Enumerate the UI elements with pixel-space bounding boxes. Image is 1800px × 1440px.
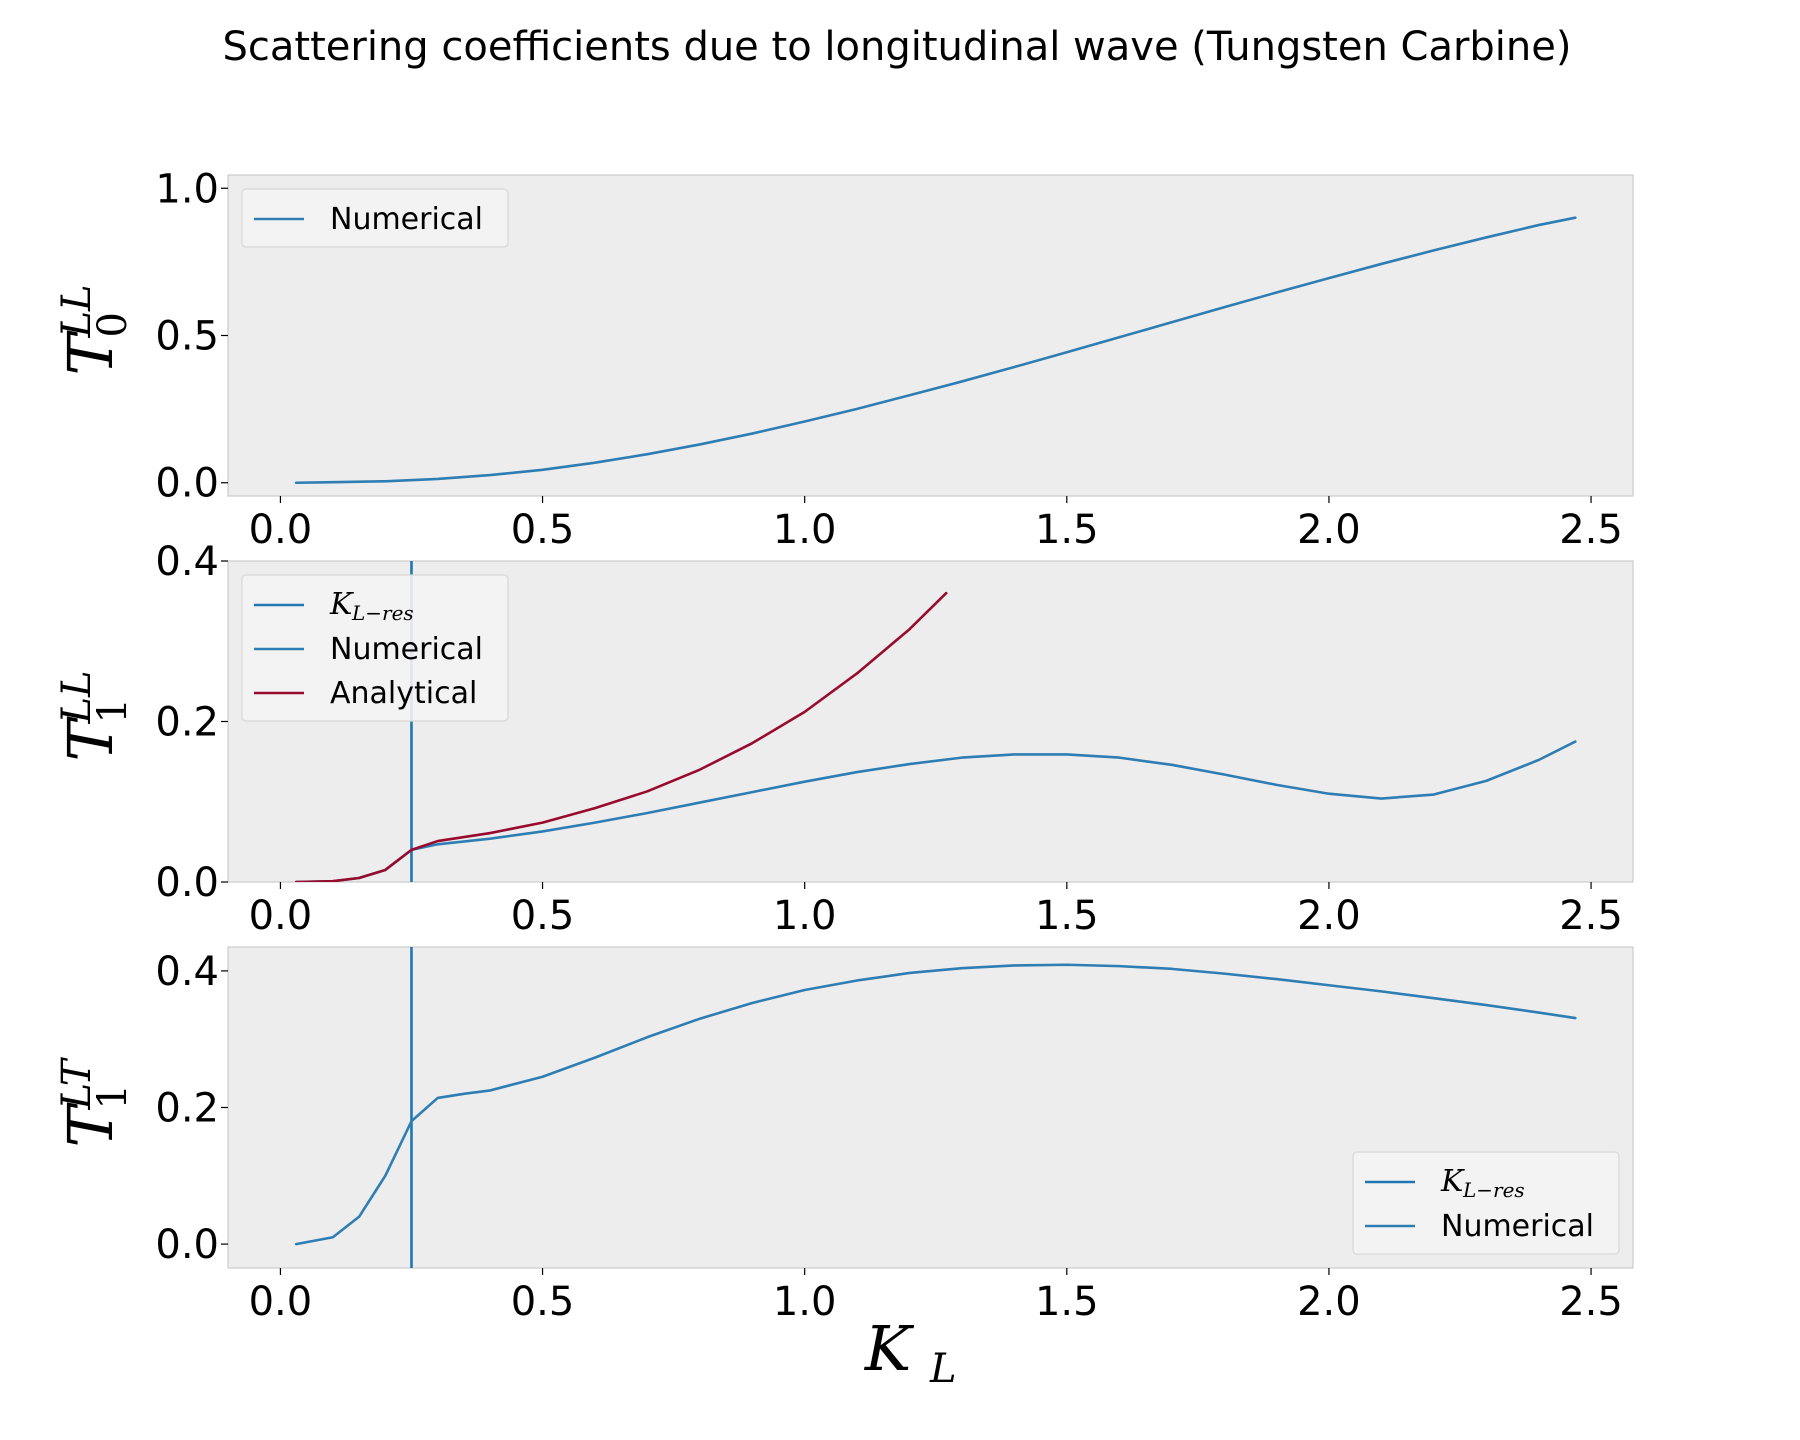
legend-frame [241, 188, 509, 248]
y-axis-label-main: T [54, 1102, 127, 1148]
legend-label: K [329, 587, 354, 622]
y-tick-label: 0.5 [155, 314, 219, 360]
x-tick-label: 1.0 [773, 893, 837, 939]
y-tick-label: 1.0 [155, 166, 219, 212]
x-axis-label: K L [864, 1312, 957, 1392]
legend-label: Analytical [330, 676, 477, 711]
x-tick-label: 2.5 [1559, 893, 1623, 939]
x-tick-label: 0.5 [511, 1279, 575, 1325]
y-tick-label: 0.2 [155, 700, 219, 746]
x-tick-label: 1.0 [773, 1279, 837, 1325]
y-tick-label: 0.0 [155, 860, 219, 906]
legend-label: Numerical [1441, 1209, 1594, 1244]
y-tick-label: 0.0 [155, 461, 219, 507]
x-tick-label: 2.5 [1559, 507, 1623, 553]
data-layer [294, 947, 1577, 1268]
x-tick-label: 1.5 [1035, 1279, 1099, 1325]
y-axis-label-main: T [54, 716, 127, 762]
x-tick-label: 0.5 [511, 507, 575, 553]
legend-label: K [1440, 1164, 1465, 1199]
series-analytical-line [294, 591, 948, 882]
x-tick-label: 2.0 [1297, 1279, 1361, 1325]
axes-root: 0.0 0.5 1.0 1.5 2.0 2.50.00.51.0TLL0Numerical… [54, 166, 1634, 1325]
series-numerical-line [294, 740, 1577, 882]
y-axis-label-sup: LL [54, 670, 100, 724]
data-layer [294, 216, 1577, 485]
y-tick-label: 0.4 [155, 539, 219, 585]
legend-label: Numerical [330, 632, 483, 667]
legend-label-sub: L−res [351, 601, 414, 625]
x-tick-label: 2.0 [1297, 507, 1361, 553]
x-tick-label: 0.0 [249, 893, 313, 939]
legend: K L−res Numerical [1352, 1151, 1620, 1255]
x-axis-label-main: K [864, 1312, 915, 1385]
y-tick-label: 0.4 [155, 949, 219, 995]
x-tick-label: 1.0 [773, 507, 837, 553]
y-axis-label-main: T [54, 330, 127, 376]
y-axis-label-sup: LT [54, 1056, 100, 1110]
x-tick-label: 0.5 [511, 893, 575, 939]
legend-frame [241, 574, 509, 722]
legend: K L−res Numerical Analytical [241, 574, 509, 722]
x-tick-label: 2.0 [1297, 893, 1361, 939]
y-axis-label-sup: LL [54, 284, 100, 338]
y-axis-label-sub: 0 [90, 312, 136, 337]
chart-title: Scattering coefficients due to longitudi… [223, 24, 1572, 70]
x-tick-label: 1.5 [1035, 507, 1099, 553]
y-tick-label: 0.0 [155, 1222, 219, 1268]
legend-frame [1352, 1151, 1620, 1255]
legend-label: Numerical [330, 202, 483, 237]
x-axis-label-sub: L [929, 1346, 957, 1392]
legend: Numerical [241, 188, 509, 248]
legend-label-sub: L−res [1462, 1178, 1525, 1202]
y-tick-label: 0.2 [155, 1086, 219, 1132]
y-axis-label-sub: 1 [90, 698, 136, 723]
x-tick-label: 2.5 [1559, 1279, 1623, 1325]
x-tick-label: 1.5 [1035, 893, 1099, 939]
series-numerical-line [294, 216, 1577, 485]
x-tick-label: 0.0 [249, 1279, 313, 1325]
x-tick-label: 0.0 [249, 507, 313, 553]
y-axis-label-sub: 1 [90, 1084, 136, 1109]
series-numerical-line [294, 963, 1577, 1246]
